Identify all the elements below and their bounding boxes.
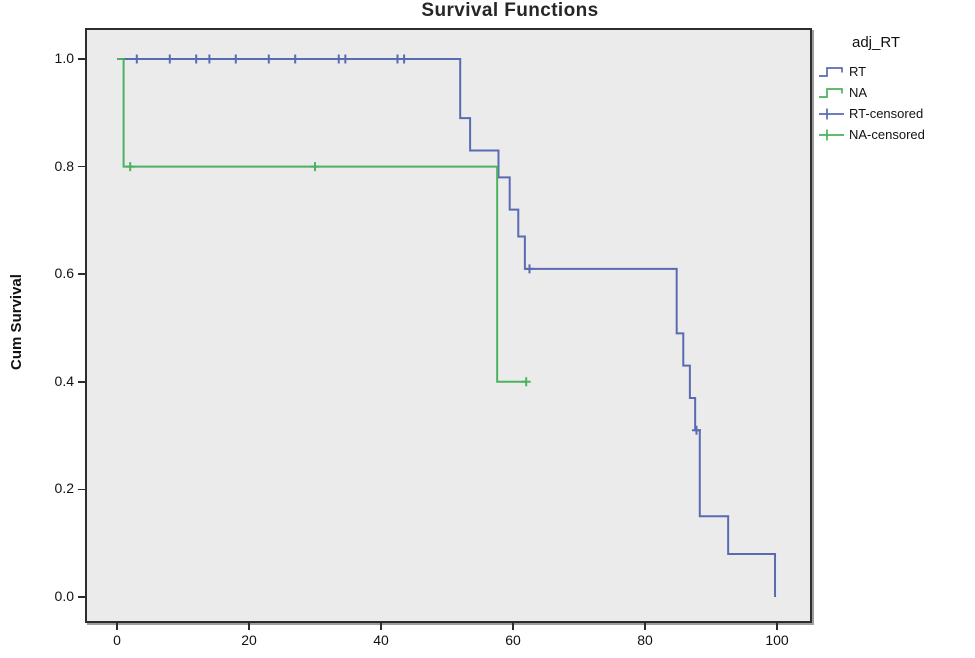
legend-item-rt: RT [818, 61, 974, 82]
y-tick-mark [78, 165, 85, 168]
na-censor-mark [310, 162, 320, 172]
y-tick-mark [78, 596, 85, 598]
y-axis-label: Cum Survival [8, 274, 25, 370]
na-survival-curve [117, 58, 527, 383]
rt-censor-mark [340, 54, 350, 64]
legend-item-label: RT-censored [849, 106, 924, 121]
na-censor-mark [125, 162, 135, 172]
rt-censor-mark [132, 54, 142, 64]
legend-swatch-stroke [819, 129, 844, 140]
step-line-icon [819, 66, 843, 77]
x-tick-label: 80 [637, 632, 653, 648]
y-tick-mark [78, 58, 85, 60]
rt-censor-mark [691, 425, 701, 435]
censor-plus-icon [819, 108, 844, 119]
rt-censor-mark [165, 54, 175, 64]
legend-items: RT NA RT-censored NA-censored [818, 61, 974, 145]
legend-title: adj_RT [852, 34, 901, 51]
y-tick-label: 1.0 [54, 50, 74, 66]
legend-item-label: RT [849, 64, 867, 79]
x-tick-label: 60 [505, 632, 521, 648]
legend-item-na-censored: NA-censored [818, 124, 974, 145]
y-tick-label: 0.4 [54, 372, 74, 389]
legend: adj_RT RT NA RT-censored NA-censored [818, 34, 974, 145]
rt-censor-mark [399, 54, 409, 64]
rt-censor-mark [290, 54, 300, 64]
x-tick-mark [116, 623, 118, 630]
x-tick-mark [776, 623, 778, 630]
legend-swatch-stroke [819, 108, 844, 119]
legend-item-label: NA-censored [849, 127, 925, 142]
rt-censor-mark [525, 264, 534, 274]
plot-area [85, 28, 812, 623]
rt-censor-mark [231, 54, 241, 64]
x-tick-label: 0 [113, 632, 121, 648]
x-tick-label: 40 [373, 632, 389, 648]
na-censor-mark [521, 377, 531, 387]
y-tick-mark [78, 273, 85, 275]
x-tick-mark [380, 623, 382, 630]
legend-item-label: NA [849, 85, 868, 100]
y-tick-label: 0.0 [54, 588, 74, 604]
step-line-icon [819, 87, 843, 98]
y-tick-label: 0.2 [54, 480, 74, 497]
x-tick-mark [512, 623, 514, 630]
y-tick-mark [78, 381, 85, 383]
rt-censor-mark [264, 54, 274, 64]
censor-plus-icon [819, 129, 844, 140]
rt-survival-curve [117, 58, 777, 597]
x-tick-mark [644, 623, 646, 630]
x-tick-label: 20 [241, 632, 257, 648]
legend-item-na: NA [818, 82, 974, 103]
y-tick-mark [78, 488, 85, 491]
x-tick-mark [248, 623, 250, 630]
chart-title: Survival Functions [421, 0, 599, 21]
y-tick-label: 0.8 [54, 157, 74, 174]
rt-censor-mark [204, 54, 214, 64]
y-tick-label: 0.6 [54, 265, 74, 282]
survival-curves-canvas [117, 54, 777, 597]
x-tick-label: 100 [765, 632, 789, 648]
legend-item-rt-censored: RT-censored [818, 103, 974, 124]
legend-swatch-stroke [819, 66, 843, 77]
legend-swatch-stroke [819, 87, 843, 98]
rt-censor-mark [191, 54, 201, 64]
